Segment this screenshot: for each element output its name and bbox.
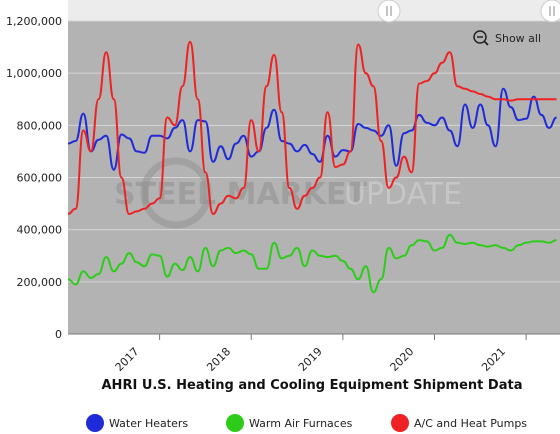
y-tick-label: 1,000,000 <box>6 67 62 80</box>
legend-item[interactable]: Warm Air Furnaces <box>226 414 353 432</box>
legend-label: Warm Air Furnaces <box>249 417 353 430</box>
legend-item[interactable]: Water Heaters <box>86 414 188 432</box>
legend-label: A/C and Heat Pumps <box>414 417 527 430</box>
legend-item[interactable]: A/C and Heat Pumps <box>391 414 527 432</box>
x-axis: 2017 2018 2019 2020 2021 <box>68 333 560 374</box>
y-tick-label: 400,000 <box>17 224 63 237</box>
scroll-handle-right[interactable] <box>540 0 560 23</box>
x-tick-label: 2019 <box>296 345 325 374</box>
y-tick-label: 600,000 <box>17 172 63 185</box>
y-tick-label: 1,200,000 <box>6 15 62 28</box>
series-line-water-heaters[interactable] <box>67 87 557 171</box>
x-tick-label: 2021 <box>479 345 508 374</box>
watermark-gear <box>140 157 212 229</box>
scroll-handle-left[interactable] <box>377 0 401 23</box>
series-lines <box>67 40 557 294</box>
show-all-label: Show all <box>495 32 541 45</box>
y-tick-label: 0 <box>55 328 62 341</box>
y-axis: 0 200,000 400,000 600,000 800,000 1,000,000 1,… <box>6 15 62 341</box>
plot-background <box>68 0 560 334</box>
show-all-button[interactable]: Show all <box>468 28 548 48</box>
y-tick-label: 200,000 <box>17 276 63 289</box>
navigator-strip <box>68 0 560 21</box>
legend-marker <box>391 414 409 432</box>
legend: Water Heaters Warm Air Furnaces A/C and He… <box>86 414 527 432</box>
x-tick-label: 2017 <box>113 345 142 374</box>
x-tick-label: 2018 <box>204 345 233 374</box>
legend-marker <box>86 414 104 432</box>
y-tick-label: 800,000 <box>17 119 63 132</box>
x-tick-label: 2020 <box>388 345 417 374</box>
chart-title: AHRI U.S. Heating and Cooling Equipment … <box>102 378 523 393</box>
watermark-text-2: UPDATE <box>344 177 462 212</box>
zoom-out-icon <box>473 30 489 46</box>
watermark: STEEL MARKET UPDATE <box>114 157 462 229</box>
series-line-warm-air-furnaces[interactable] <box>67 233 557 294</box>
watermark-text-1: STEEL MARKET <box>114 177 368 212</box>
legend-label: Water Heaters <box>109 417 188 430</box>
series-line-a-c-and-heat-pumps[interactable] <box>67 40 557 215</box>
legend-marker <box>226 414 244 432</box>
